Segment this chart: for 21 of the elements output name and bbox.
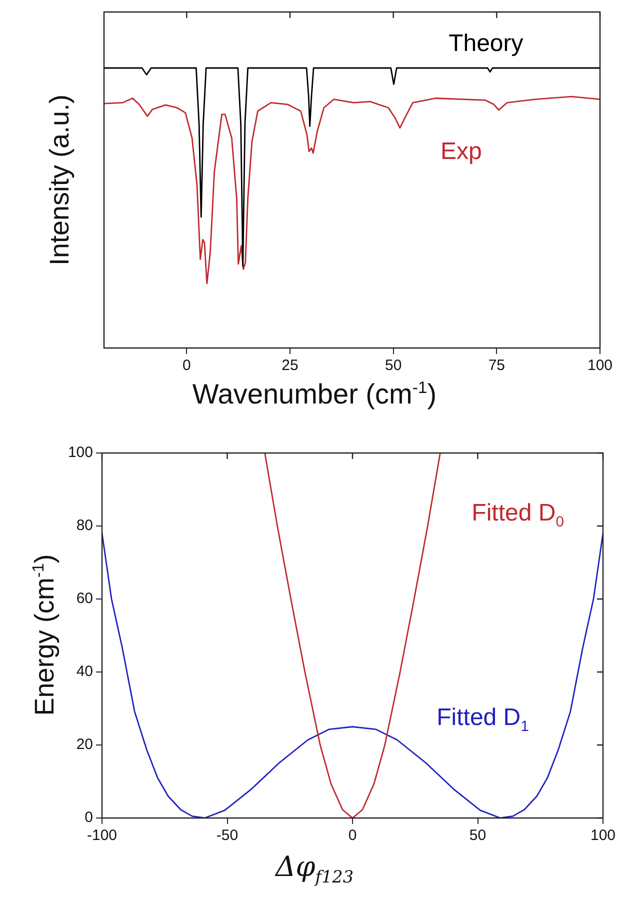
x-tick-label: 25 xyxy=(282,357,298,374)
x-tick-label: 50 xyxy=(384,357,402,374)
y-tick-label: 20 xyxy=(76,736,93,754)
x-tick-label: 0 xyxy=(348,827,357,844)
y-tick-label: 0 xyxy=(84,809,93,826)
y-tick-label: 40 xyxy=(76,663,93,680)
x-tick-label: -50 xyxy=(216,827,238,844)
series-label: Theory xyxy=(448,30,524,58)
x-tick-label: 100 xyxy=(590,827,616,844)
x-tick-label: 100 xyxy=(587,357,613,374)
y-axis-title: Intensity (a.u.) xyxy=(44,94,76,266)
y-tick-label: 80 xyxy=(76,517,93,534)
y-tick-label: 60 xyxy=(76,590,93,608)
x-axis-title: Wavenumber (cm$^{-1}$) xyxy=(191,378,438,410)
x-tick-label: 50 xyxy=(469,827,486,844)
series-label: Exp xyxy=(440,138,482,165)
x-tick-label: 75 xyxy=(488,357,506,374)
x-tick-label: 0 xyxy=(182,357,191,374)
x-axis-title: Δφ$_{f123}$ xyxy=(274,850,355,887)
x-tick-label: -100 xyxy=(86,827,118,844)
y-tick-label: 100 xyxy=(68,444,93,462)
